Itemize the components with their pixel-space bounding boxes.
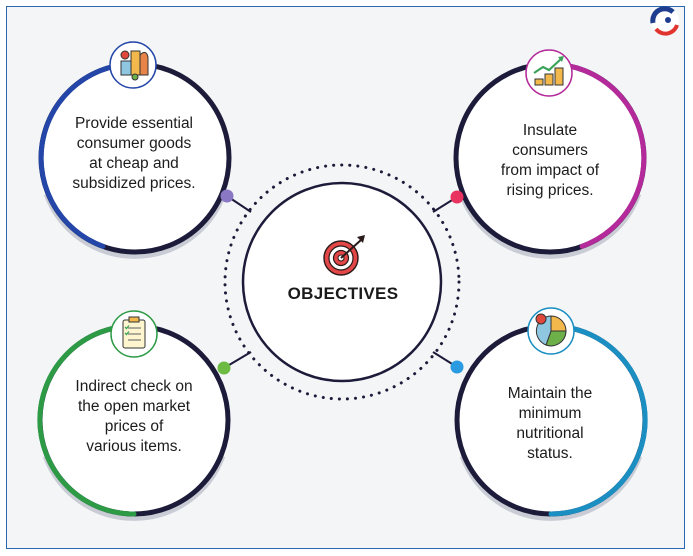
objective-text-line: the open market: [77, 398, 190, 415]
grocery-icon: [109, 41, 157, 89]
connector-dot: [450, 360, 464, 374]
objective-text-nutrition: Maintain the minimum nutritional status.: [470, 384, 630, 464]
objective-text-market-check: Indirect check on the open market prices o…: [45, 377, 223, 457]
center-label: OBJECTIVES: [287, 284, 399, 303]
growth-coins-icon: [525, 49, 573, 97]
checklist-icon: [110, 310, 158, 358]
objective-text-line: rising prices.: [506, 182, 594, 199]
center-circle: [241, 181, 443, 383]
objective-text-line: from impact of: [500, 162, 600, 179]
connector-dot: [220, 189, 234, 203]
nutrition-chart-icon: [527, 307, 575, 355]
center-dotted-ring: [223, 163, 461, 401]
objective-text-line: Insulate: [522, 122, 578, 139]
objective-text-line: Provide essential: [74, 115, 194, 132]
objective-text-line: status.: [527, 445, 573, 462]
objective-text-line: Maintain the: [507, 385, 593, 402]
objective-text-line: various items.: [86, 438, 182, 455]
objective-text-line: consumers: [512, 142, 588, 159]
objective-text-line: Indirect check on: [75, 378, 193, 395]
objective-text-consumer-goods: Provide essential consumer goods at cheap …: [45, 114, 223, 194]
objective-text-line: minimum: [518, 405, 582, 422]
objective-text-line: at cheap and: [89, 155, 179, 172]
objective-text-insulate-consumers: Insulate consumers from impact of rising pr…: [470, 121, 630, 201]
brand-logo-icon: [650, 6, 679, 36]
objective-text-line: nutritional: [516, 425, 584, 442]
objective-text-line: consumer goods: [76, 135, 192, 152]
connector-dot: [217, 361, 231, 375]
connector-dot: [450, 190, 464, 204]
objective-text-line: prices of: [104, 418, 164, 435]
ring-market-check: [37, 323, 231, 521]
objective-rings: [37, 61, 648, 521]
objective-text-line: subsidized prices.: [72, 175, 196, 192]
target-icon: [323, 235, 365, 276]
